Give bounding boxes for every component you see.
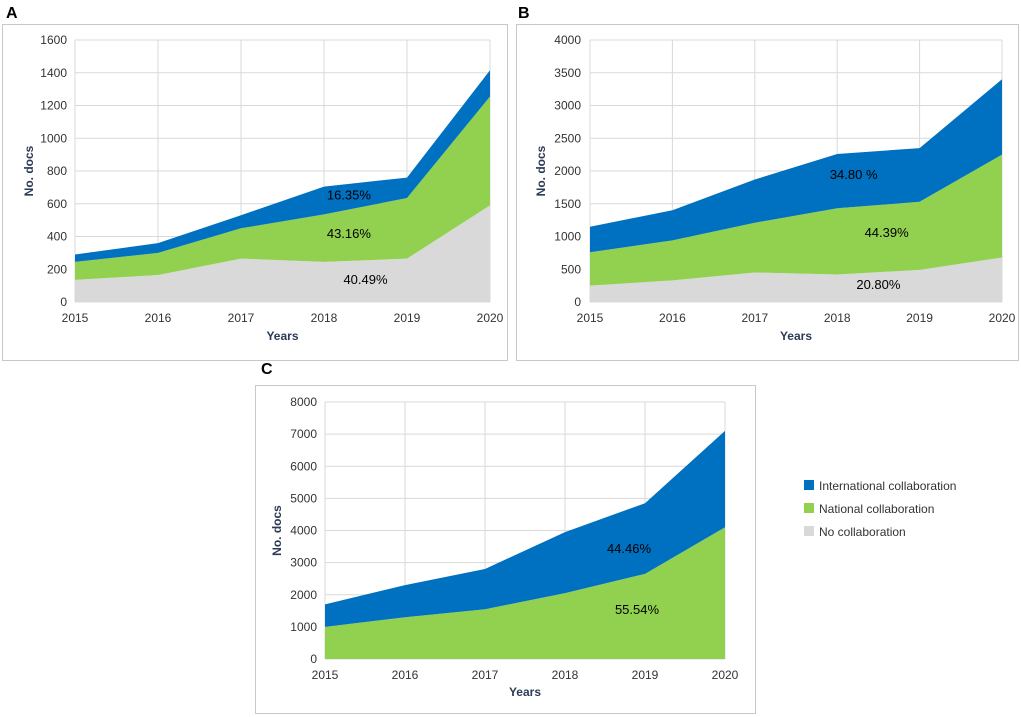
x-tick-label: 2019 [632, 668, 659, 682]
area-none [75, 205, 490, 302]
y-tick-label: 3000 [554, 99, 581, 113]
percentage-label: 20.80% [856, 277, 901, 292]
y-tick-label: 3500 [554, 66, 581, 80]
x-tick-label: 2017 [472, 668, 499, 682]
y-tick-label: 1000 [554, 230, 581, 244]
y-tick-label: 1000 [40, 131, 67, 145]
x-tick-label: 2015 [577, 311, 604, 325]
percentage-label: 44.39% [865, 225, 910, 240]
x-tick-label: 2016 [145, 311, 172, 325]
legend-swatch-none [804, 526, 814, 536]
y-tick-label: 600 [47, 197, 67, 211]
x-tick-label: 2020 [712, 668, 739, 682]
x-tick-label: 2018 [824, 311, 851, 325]
x-tick-label: 2019 [394, 311, 421, 325]
percentage-label: 16.35% [327, 188, 372, 203]
y-tick-label: 6000 [290, 459, 317, 473]
x-axis-title: Years [266, 329, 298, 343]
x-tick-label: 2017 [741, 311, 768, 325]
y-tick-label: 4000 [554, 33, 581, 47]
y-tick-label: 0 [60, 295, 67, 309]
chart-panel-c: 0 1000 2000 3000 4000 5000 6000 7000 8000 2015 201… [270, 395, 739, 699]
y-tick-label: 2000 [554, 164, 581, 178]
x-tick-label: 2018 [552, 668, 579, 682]
y-tick-label: 1000 [290, 620, 317, 634]
y-tick-label: 200 [47, 262, 67, 276]
percentage-label: 43.16% [327, 226, 372, 241]
y-tick-label: 1200 [40, 99, 67, 113]
x-tick-label: 2018 [311, 311, 338, 325]
y-tick-label: 1400 [40, 66, 67, 80]
x-tick-label: 2019 [906, 311, 933, 325]
legend: International collaboration National coll… [804, 479, 956, 539]
percentage-label: 40.49% [343, 272, 388, 287]
y-axis-title: No. docs [534, 145, 548, 196]
area-national [590, 154, 1002, 286]
x-tick-label: 2020 [477, 311, 504, 325]
legend-swatch-national [804, 503, 814, 513]
y-tick-label: 2500 [554, 131, 581, 145]
y-tick-label: 7000 [290, 427, 317, 441]
y-tick-label: 800 [47, 164, 67, 178]
x-axis-title: Years [780, 329, 812, 343]
x-tick-label: 2016 [392, 668, 419, 682]
y-tick-label: 4000 [290, 524, 317, 538]
y-axis-title: No. docs [270, 505, 284, 556]
legend-label: International collaboration [819, 479, 956, 493]
x-tick-label: 2017 [228, 311, 255, 325]
chart-panel-a: 0 200 400 600 800 1000 1200 1400 1600 2015 2016 201… [22, 33, 504, 343]
y-tick-label: 8000 [290, 395, 317, 409]
percentage-label: 55.54% [615, 602, 660, 617]
y-tick-label: 5000 [290, 491, 317, 505]
y-tick-label: 400 [47, 230, 67, 244]
chart-panel-b: 0 500 1000 1500 2000 2500 3000 3500 4000 2015 2016… [534, 33, 1016, 343]
x-tick-label: 2016 [659, 311, 686, 325]
y-tick-label: 1600 [40, 33, 67, 47]
x-tick-label: 2020 [989, 311, 1016, 325]
y-tick-label: 3000 [290, 556, 317, 570]
area-international [590, 79, 1002, 253]
area-national [75, 96, 490, 280]
y-tick-label: 2000 [290, 588, 317, 602]
y-tick-label: 0 [310, 652, 317, 666]
percentage-label: 34.80 % [830, 167, 878, 182]
y-tick-label: 0 [574, 295, 581, 309]
area-none [590, 257, 1002, 302]
panel-c-letter: C [261, 361, 273, 378]
x-axis-title: Years [509, 685, 541, 699]
panel-b-letter: B [518, 5, 530, 22]
y-tick-label: 1500 [554, 197, 581, 211]
x-tick-label: 2015 [62, 311, 89, 325]
legend-label: No collaboration [819, 525, 906, 539]
area-national [325, 527, 725, 659]
legend-label: National collaboration [819, 502, 934, 516]
legend-swatch-international [804, 480, 814, 490]
panel-a-letter: A [6, 5, 18, 22]
x-tick-label: 2015 [312, 668, 339, 682]
area-international [325, 430, 725, 627]
percentage-label: 44.46% [607, 541, 652, 556]
y-axis-title: No. docs [22, 145, 36, 196]
y-tick-label: 500 [561, 262, 581, 276]
